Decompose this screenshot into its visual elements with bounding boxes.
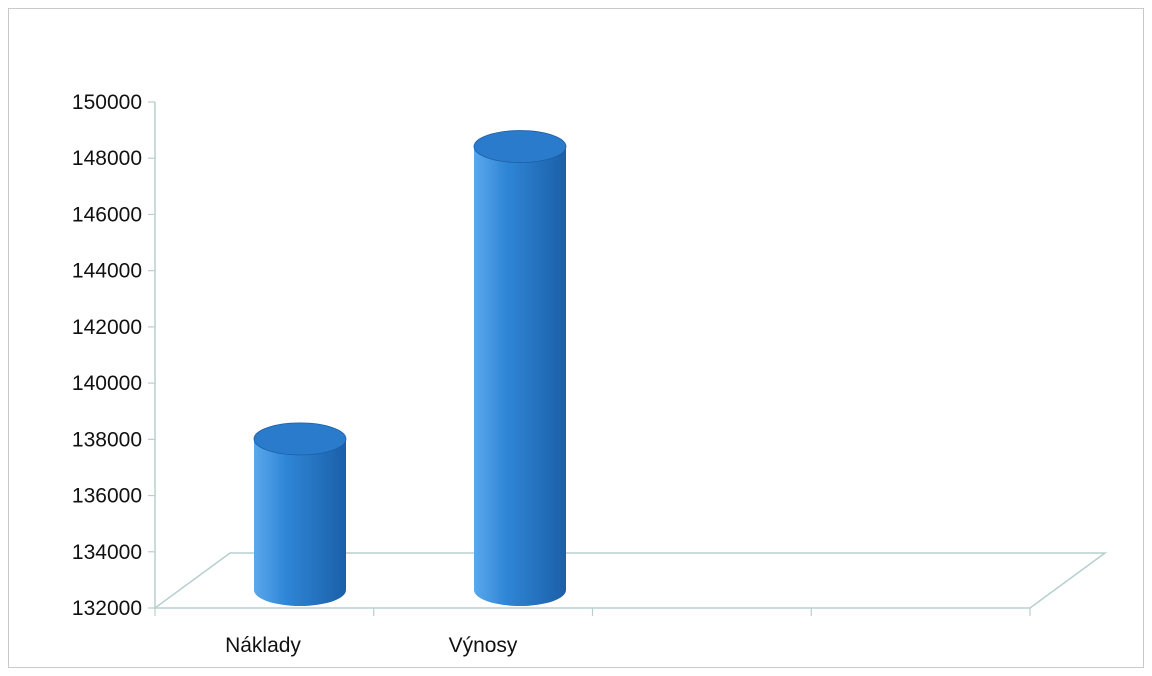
y-tick-label: 148000 (72, 147, 142, 170)
chart-axes (152, 102, 1108, 616)
y-tick-label: 136000 (72, 485, 142, 508)
y-tick-label: 140000 (72, 372, 142, 395)
bar-body (254, 438, 346, 606)
chart-frame (8, 8, 1144, 668)
y-tick-label: 150000 (72, 91, 142, 114)
y-tick-label: 144000 (72, 260, 142, 283)
y-tick-label: 146000 (72, 203, 142, 226)
bar-body (474, 146, 566, 607)
y-tick-label: 142000 (72, 316, 142, 339)
bars (253, 130, 567, 607)
bar-top (473, 130, 567, 163)
bar-top (253, 422, 347, 456)
y-tick-label: 132000 (72, 597, 142, 620)
y-tick-label: 138000 (72, 428, 142, 451)
y-axis-ticks: 132000 134000 136000 138000 140000 142000 1440… (72, 91, 155, 620)
x-category-label: Náklady (225, 634, 301, 657)
x-axis-labels: Náklady Výnosy (225, 634, 518, 657)
floor-plane (152, 552, 1108, 609)
x-category-label: Výnosy (449, 634, 518, 657)
bar-výnosy (473, 130, 567, 607)
bar-náklady (253, 422, 347, 606)
y-tick-label: 134000 (72, 541, 142, 564)
